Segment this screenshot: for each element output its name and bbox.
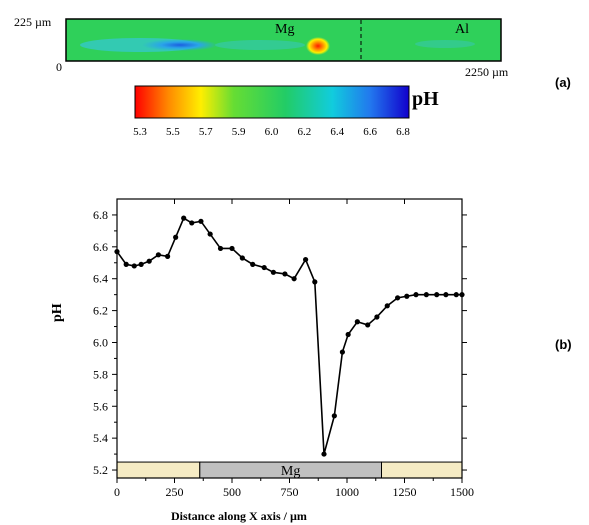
ph-data-point [282, 271, 288, 277]
ph-data-point [354, 319, 360, 325]
panel-a-label: (a) [555, 75, 571, 90]
ph-data-point [261, 264, 267, 271]
ph-data-point [229, 245, 235, 252]
ph-data-point [131, 263, 137, 269]
y-tick-label: 6.8 [93, 208, 108, 222]
ph-data-point [217, 245, 224, 252]
panel-b-label: (b) [555, 337, 572, 352]
x-tick-label: 500 [223, 485, 241, 499]
colorbar-tick-label: 5.3 [133, 126, 147, 138]
ph-data-point [331, 413, 337, 419]
ph-data-point [365, 322, 371, 328]
ph-data-point [321, 451, 327, 457]
ph-data-point [291, 276, 297, 282]
ph-map-border [65, 18, 502, 62]
ph-data-point [312, 279, 318, 285]
ph-data-point [189, 220, 195, 226]
colorbar-tick-label: 6.4 [330, 126, 345, 138]
x-tick-label: 1500 [450, 485, 474, 499]
colorbar-tick-label: 5.5 [166, 126, 180, 138]
y-tick-label: 6.2 [93, 304, 108, 318]
ph-map-panel [65, 18, 502, 119]
map-region-mg-label: Mg [275, 22, 295, 37]
ph-map-teal-zone [215, 40, 305, 50]
ph-data-point [384, 303, 390, 309]
colorbar-tick-label: 5.9 [231, 126, 246, 138]
map-region-al-label: Al [455, 22, 469, 37]
x-tick-label: 750 [281, 485, 299, 499]
ph-data-point [434, 292, 440, 298]
ph-data-point [239, 255, 245, 261]
ph-data-point [173, 234, 179, 240]
region-bar-segment [116, 461, 201, 479]
ph-data-point [404, 293, 410, 299]
ph-data-point [413, 292, 419, 298]
ph-data-point [146, 258, 152, 264]
x-tick-label: 1250 [393, 485, 417, 499]
x-axis-title: Distance along X axis / µm [171, 509, 307, 523]
y-tick-label: 6.0 [93, 335, 108, 349]
colorbar-tick-label: 5.7 [198, 126, 213, 138]
y-tick-label: 6.6 [93, 240, 108, 254]
x-tick-label: 0 [114, 485, 120, 499]
map-origin-label: 0 [56, 60, 62, 74]
ph-data-point [198, 218, 204, 224]
ph-data-point [181, 215, 187, 221]
ph-data-point [339, 349, 345, 355]
ph-data-point [395, 295, 401, 301]
x-tick-label: 250 [166, 485, 184, 499]
ph-data-point [423, 292, 429, 298]
ph-data-point [374, 314, 380, 320]
y-tick-label: 5.2 [93, 463, 108, 477]
ph-data-point [459, 292, 465, 298]
ph-data-point [114, 249, 120, 255]
colorbar-tick-label: 6.8 [396, 126, 410, 138]
ph-data-point [123, 261, 129, 267]
ph-data-point [138, 261, 144, 267]
y-tick-label: 5.6 [93, 399, 108, 413]
ph-data-point [155, 252, 161, 258]
y-tick-label: 5.8 [93, 367, 108, 381]
ph-data-point [250, 261, 256, 267]
ph-map-teal-zone-right [415, 40, 475, 48]
colorbar-title: pH [412, 88, 439, 110]
y-axis-title: pH [50, 303, 65, 322]
colorbar [134, 85, 410, 119]
x-tick-label: 1000 [335, 485, 359, 499]
ph-data-point [165, 253, 171, 259]
ph-data-point [303, 256, 309, 263]
y-tick-label: 6.4 [93, 272, 108, 286]
ph-profile-line [116, 216, 462, 455]
map-y-top-label: 225 µm [14, 15, 52, 29]
ph-data-point [453, 292, 459, 298]
colorbar-tick-label: 6.2 [297, 126, 312, 138]
y-tick-label: 5.4 [93, 431, 108, 445]
colorbar-tick-label: 6.6 [363, 126, 377, 138]
region-bar-segment [381, 461, 463, 479]
map-x-end-label: 2250 µm [465, 65, 509, 79]
ph-map-hotspot [306, 37, 330, 55]
ph-data-point [270, 269, 276, 275]
ph-data-point [345, 331, 351, 338]
ph-data-point [443, 292, 449, 298]
plot-frame [116, 198, 463, 479]
colorbar-tick-label: 6.0 [264, 126, 279, 138]
ph-map-blue-zone [142, 39, 218, 51]
region-bar-label: Mg [281, 464, 300, 479]
ph-data-point [207, 231, 213, 237]
